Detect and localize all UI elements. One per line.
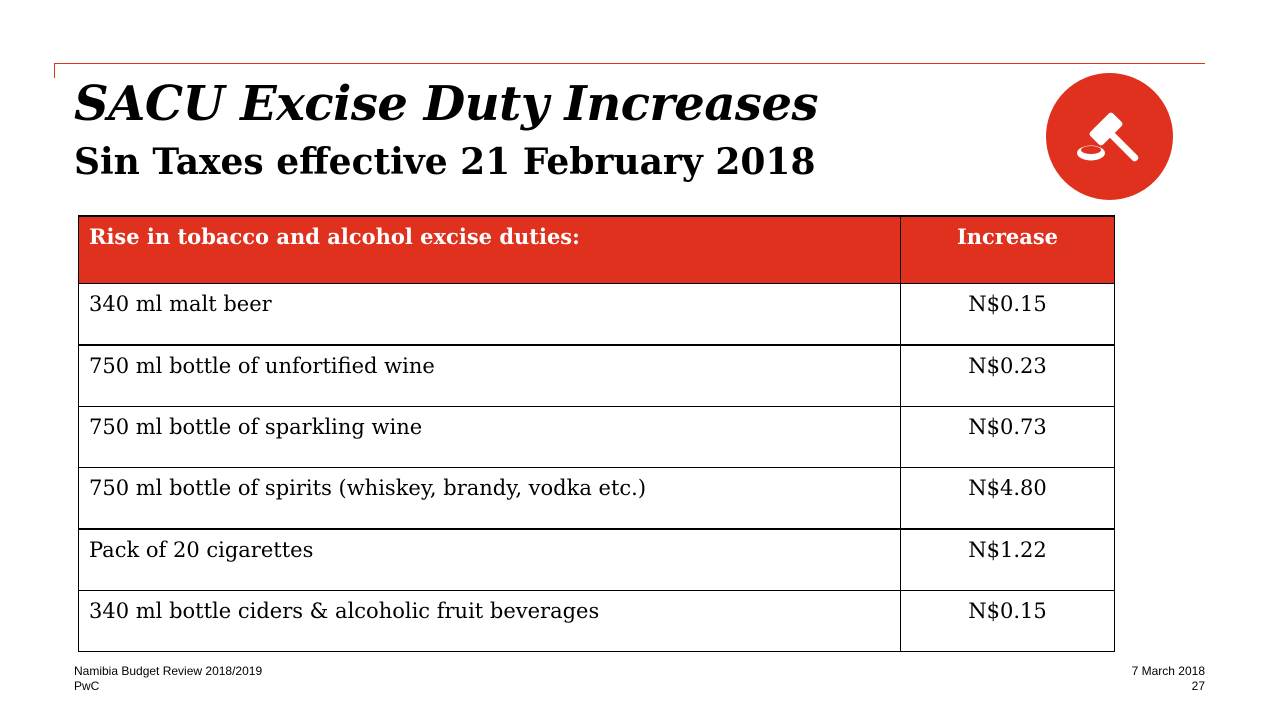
footer-date: 7 March 2018 xyxy=(1131,664,1205,678)
row-increase: N$0.15 xyxy=(900,590,1115,652)
gavel-badge xyxy=(1046,73,1173,200)
row-increase: N$0.15 xyxy=(900,283,1115,346)
top-divider xyxy=(54,63,1205,64)
table-row: Pack of 20 cigarettes N$1.22 xyxy=(78,528,1115,591)
footer-page-number: 27 xyxy=(1191,679,1205,693)
excise-duty-table: Rise in tobacco and alcohol excise dutie… xyxy=(78,215,1115,652)
row-increase: N$4.80 xyxy=(900,467,1115,530)
row-increase: N$0.73 xyxy=(900,406,1115,468)
top-divider-tick xyxy=(54,63,55,78)
row-increase: N$1.22 xyxy=(900,528,1115,591)
table-header-row: Rise in tobacco and alcohol excise dutie… xyxy=(78,215,1115,284)
footer-company: PwC xyxy=(74,679,100,693)
header-item: Rise in tobacco and alcohol excise dutie… xyxy=(78,215,901,284)
row-item: 340 ml bottle ciders & alcoholic fruit b… xyxy=(78,590,901,652)
table-row: 340 ml bottle ciders & alcoholic fruit b… xyxy=(78,590,1115,652)
table-row: 750 ml bottle of sparkling wine N$0.73 xyxy=(78,406,1115,468)
slide-subtitle: Sin Taxes effective 21 February 2018 xyxy=(74,141,816,183)
gavel-icon xyxy=(1077,112,1139,162)
header-increase: Increase xyxy=(900,215,1115,284)
row-item: 750 ml bottle of sparkling wine xyxy=(78,406,901,468)
table-row: 750 ml bottle of unfortified wine N$0.23 xyxy=(78,344,1115,407)
row-item: Pack of 20 cigarettes xyxy=(78,528,901,591)
row-item: 340 ml malt beer xyxy=(78,283,901,346)
row-item: 750 ml bottle of unfortified wine xyxy=(78,344,901,407)
table-row: 340 ml malt beer N$0.15 xyxy=(78,283,1115,346)
table-row: 750 ml bottle of spirits (whiskey, brand… xyxy=(78,467,1115,530)
row-item: 750 ml bottle of spirits (whiskey, brand… xyxy=(78,467,901,530)
slide-title: SACU Excise Duty Increases xyxy=(74,76,819,132)
row-increase: N$0.23 xyxy=(900,344,1115,407)
footer-right: 7 March 2018 27 xyxy=(1132,664,1205,694)
footer-left: Namibia Budget Review 2018/2019 PwC xyxy=(74,664,262,694)
footer-report-name: Namibia Budget Review 2018/2019 xyxy=(74,664,263,678)
